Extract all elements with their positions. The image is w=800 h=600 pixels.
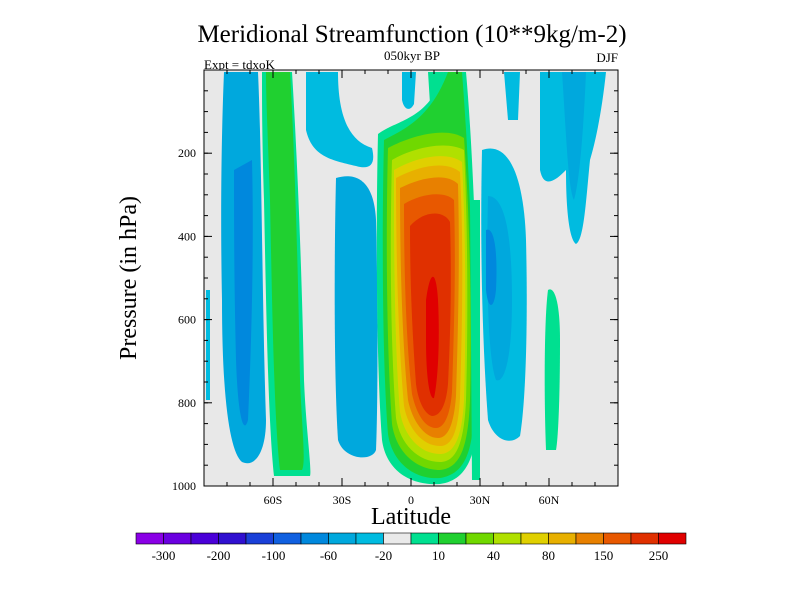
contour-fill (266, 72, 304, 470)
chart-title: Meridional Streamfunction (10**9kg/m-2) (197, 21, 626, 48)
chart-subtitle-right: DJF (596, 50, 618, 65)
colorbar-swatch (493, 532, 522, 545)
chart-subtitle-left: Expt = tdxoK (204, 57, 275, 72)
contour-fill (306, 72, 374, 168)
colorbar-swatch (300, 532, 329, 545)
colorbar-swatch (355, 532, 384, 545)
y-tick-label: 800 (178, 396, 196, 410)
colorbar-swatch (548, 532, 577, 545)
x-tick-label: 30N (470, 493, 491, 507)
contour-fill (334, 176, 378, 458)
contour-fill (234, 160, 253, 426)
contour-fill (504, 72, 520, 120)
colorbar-swatch (465, 532, 494, 545)
colorbar-label: 10 (432, 548, 445, 563)
colorbar-label: -200 (207, 548, 231, 563)
colorbar-swatch (273, 532, 302, 545)
colorbar-swatch (383, 532, 412, 545)
x-tick-label: 0 (408, 493, 414, 507)
y-tick-label: 600 (178, 313, 196, 327)
colorbar-label: -20 (375, 548, 392, 563)
contour-fill (206, 290, 210, 400)
colorbar-swatch (135, 532, 164, 545)
contour-fills (206, 72, 606, 485)
colorbar-label: 80 (542, 548, 555, 563)
colorbar-swatch (575, 532, 604, 545)
colorbar-swatch (630, 532, 659, 545)
colorbar-label: 40 (487, 548, 500, 563)
x-axis-ticks: 60S 30S 0 30N 60N (264, 70, 560, 507)
chart-subtitle-center: 050kyr BP (384, 48, 440, 63)
contour-fill (470, 200, 480, 480)
colorbar-swatch (520, 532, 549, 545)
y-tick-label: 400 (178, 229, 196, 243)
contour-fill (426, 276, 439, 399)
contour-fill (402, 72, 416, 109)
colorbar-swatch (438, 532, 467, 545)
y-axis-label: Pressure (in hPa) (116, 196, 142, 360)
x-axis-label: Latitude (371, 504, 451, 530)
y-axis-ticks: 200 400 600 800 1000 (172, 146, 618, 493)
colorbar-label: -100 (262, 548, 286, 563)
colorbar-label: 250 (649, 548, 669, 563)
contour-fill (544, 289, 560, 450)
colorbar-swatch (190, 532, 219, 545)
colorbar-swatch (218, 532, 247, 545)
colorbar-swatch (603, 532, 632, 545)
colorbar-swatch (328, 532, 357, 545)
colorbar: -300 -200 -100 -60 -20 10 40 80 150 250 (135, 532, 687, 563)
colorbar-swatch (163, 532, 192, 545)
contour-fill (486, 229, 497, 305)
colorbar-label: 150 (594, 548, 614, 563)
colorbar-swatch (410, 532, 439, 545)
x-tick-label: 30S (333, 493, 352, 507)
colorbar-swatch (658, 532, 687, 545)
y-tick-label: 200 (178, 146, 196, 160)
y-tick-label: 1000 (172, 479, 196, 493)
colorbar-swatch (245, 532, 274, 545)
colorbar-label: -60 (320, 548, 337, 563)
plot-area: 60S 30S 0 30N 60N 200 400 600 800 1000 (172, 69, 619, 507)
x-tick-label: 60N (539, 493, 560, 507)
colorbar-label: -300 (152, 548, 176, 563)
x-tick-label: 60S (264, 493, 283, 507)
contour-fill (562, 72, 586, 200)
